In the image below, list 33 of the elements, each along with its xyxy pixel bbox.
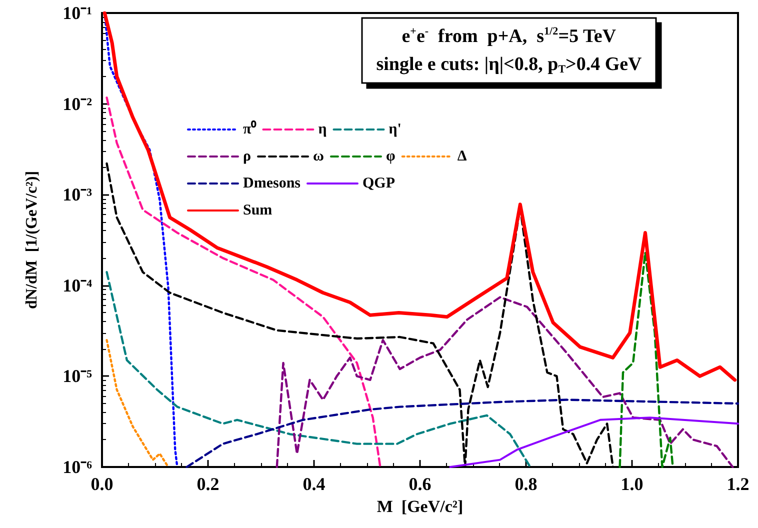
legend-label: Sum <box>243 202 273 218</box>
legend-label: φ <box>386 148 396 164</box>
line-series <box>102 11 737 382</box>
y-tick-label: 10⁻⁴ <box>62 275 93 296</box>
y-tick-label: 10⁻³ <box>62 184 93 205</box>
x-tick-label: 1.2 <box>726 474 750 494</box>
line-series <box>449 416 739 468</box>
legend-label: η' <box>388 122 402 138</box>
x-tick-label: 0.8 <box>514 474 538 494</box>
line-series <box>106 271 532 468</box>
line-series <box>106 162 614 468</box>
line-series <box>276 296 734 468</box>
x-axis-title: M [GeV/c²] <box>376 496 464 516</box>
line-series <box>106 338 170 468</box>
y-axis-title: dN/dM [1/(GeV/c²)] <box>24 170 40 310</box>
legend-label: π⁰ <box>243 120 258 138</box>
x-tick-label: 1.0 <box>620 474 644 494</box>
y-tick-label: 10⁻¹ <box>62 3 92 23</box>
legend-label: η <box>318 122 327 138</box>
x-tick-label: 0.0 <box>90 474 114 494</box>
x-tick-label: 0.2 <box>196 474 220 494</box>
legend-label: ρ <box>243 148 252 164</box>
line-series <box>618 251 674 468</box>
y-tick-label: 10⁻² <box>62 94 92 114</box>
y-tick-label: 10⁻⁵ <box>62 366 93 386</box>
line-series <box>186 398 740 468</box>
legend-label: ω <box>313 148 324 164</box>
y-tick-label: 10⁻⁶ <box>62 457 93 477</box>
x-tick-label: 0.6 <box>408 474 432 494</box>
legend-label: Dmesons <box>243 176 301 192</box>
legend-label: QGP <box>362 176 395 192</box>
x-tick-label: 0.4 <box>302 474 326 494</box>
legend-label: Δ <box>457 148 468 164</box>
